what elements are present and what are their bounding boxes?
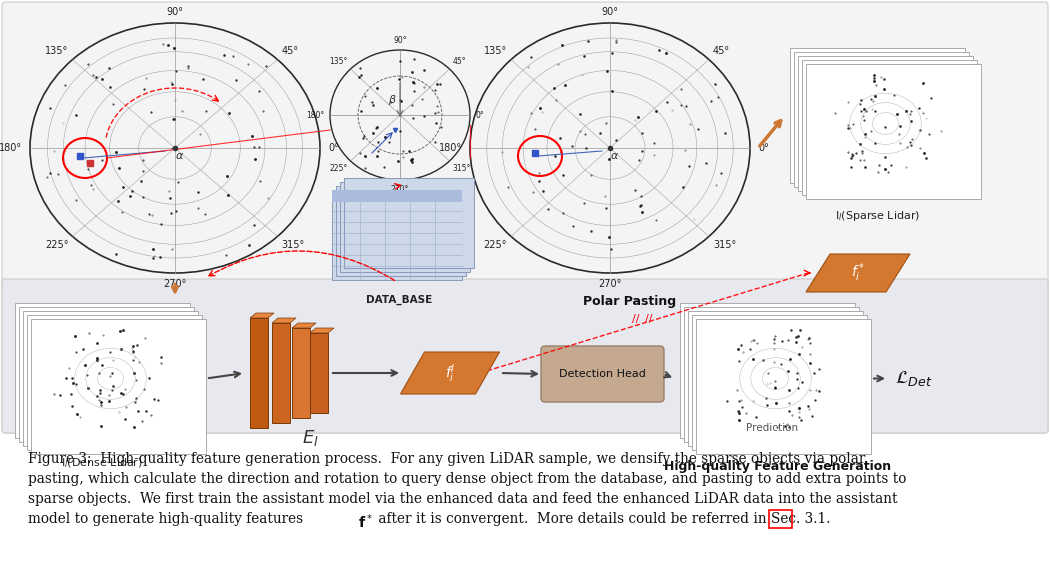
Bar xyxy=(696,319,872,454)
Bar xyxy=(310,333,328,413)
Text: $E_l$: $E_l$ xyxy=(301,428,318,448)
Bar xyxy=(790,48,965,183)
Text: 135°: 135° xyxy=(45,45,68,55)
Text: Prediction: Prediction xyxy=(747,423,799,433)
Bar xyxy=(27,315,202,450)
FancyBboxPatch shape xyxy=(2,279,1048,433)
Polygon shape xyxy=(400,352,500,394)
Bar xyxy=(344,178,474,268)
FancyBboxPatch shape xyxy=(541,346,664,402)
Text: 315°: 315° xyxy=(453,164,470,173)
Bar xyxy=(19,307,194,442)
Bar xyxy=(32,319,206,454)
Text: High-quality Feature Generation: High-quality Feature Generation xyxy=(664,460,891,473)
Bar xyxy=(794,52,969,187)
Text: 90°: 90° xyxy=(602,7,618,17)
Text: 225°: 225° xyxy=(45,240,68,250)
Text: $f_i^*$: $f_i^*$ xyxy=(850,262,865,285)
Text: $f_i^l$: $f_i^l$ xyxy=(445,362,456,384)
Bar xyxy=(292,328,310,418)
Text: $\alpha$: $\alpha$ xyxy=(610,151,620,161)
Bar xyxy=(802,60,977,195)
Text: 180°: 180° xyxy=(0,143,22,153)
Bar xyxy=(332,190,462,280)
Bar xyxy=(798,56,973,191)
Text: after it is convergent.  More details could be referred in Sec. 3.1.: after it is convergent. More details cou… xyxy=(374,512,831,526)
Bar xyxy=(23,311,198,446)
Text: I$_l$(Dense Lidar): I$_l$(Dense Lidar) xyxy=(62,456,144,469)
Bar xyxy=(15,303,190,438)
Text: 225°: 225° xyxy=(330,164,348,173)
Text: 90°: 90° xyxy=(167,7,184,17)
Bar xyxy=(806,64,981,199)
Polygon shape xyxy=(806,254,910,292)
Text: model to generate high-quality features: model to generate high-quality features xyxy=(28,512,308,526)
Text: 45°: 45° xyxy=(453,57,466,66)
Text: 315°: 315° xyxy=(281,240,304,250)
Text: 180°: 180° xyxy=(439,143,462,153)
Bar xyxy=(680,303,855,438)
Bar xyxy=(272,323,290,423)
Text: I$_l$(Sparse Lidar): I$_l$(Sparse Lidar) xyxy=(835,209,920,223)
FancyBboxPatch shape xyxy=(2,2,1048,433)
Bar xyxy=(692,315,867,450)
Text: 135°: 135° xyxy=(329,57,348,66)
Bar xyxy=(336,186,466,276)
Text: $\alpha$: $\alpha$ xyxy=(175,151,185,161)
Text: 270°: 270° xyxy=(164,279,187,289)
Text: 45°: 45° xyxy=(713,45,730,55)
Bar xyxy=(250,318,268,428)
Text: sparse objects.  We first train the assistant model via the enhanced data and fe: sparse objects. We first train the assis… xyxy=(28,492,898,506)
Text: $\mathcal{L}_{Det}$: $\mathcal{L}_{Det}$ xyxy=(895,369,932,388)
Text: //: // xyxy=(632,314,639,324)
Polygon shape xyxy=(292,323,316,328)
Text: 225°: 225° xyxy=(483,240,507,250)
Text: pasting, which calculate the direction and rotation to query dense object from t: pasting, which calculate the direction a… xyxy=(28,472,906,486)
Bar xyxy=(688,311,863,446)
Text: 315°: 315° xyxy=(713,240,736,250)
Text: Figure 3:  High-quality feature generation process.  For any given LiDAR sample,: Figure 3: High-quality feature generatio… xyxy=(28,452,865,466)
Bar xyxy=(340,182,470,272)
Text: DATA_BASE: DATA_BASE xyxy=(365,295,433,305)
Text: 180°: 180° xyxy=(306,111,324,120)
Text: $\beta$: $\beta$ xyxy=(387,93,397,107)
Bar xyxy=(684,307,859,442)
Text: $\mathbf{f}^*$: $\mathbf{f}^*$ xyxy=(358,512,373,531)
Text: Detection Head: Detection Head xyxy=(559,369,646,379)
Bar xyxy=(332,190,462,202)
Polygon shape xyxy=(272,318,296,323)
Text: 0°: 0° xyxy=(328,143,339,153)
Text: 270°: 270° xyxy=(598,279,622,289)
Text: 270°: 270° xyxy=(391,185,410,194)
Text: 135°: 135° xyxy=(484,45,507,55)
Text: 45°: 45° xyxy=(281,45,298,55)
Text: Polar Pasting: Polar Pasting xyxy=(584,295,676,308)
Polygon shape xyxy=(310,328,334,333)
Text: 90°: 90° xyxy=(393,36,406,45)
Text: //: // xyxy=(646,314,653,324)
Polygon shape xyxy=(250,313,274,318)
Text: 0°: 0° xyxy=(476,111,485,120)
Text: 0°: 0° xyxy=(758,143,769,153)
